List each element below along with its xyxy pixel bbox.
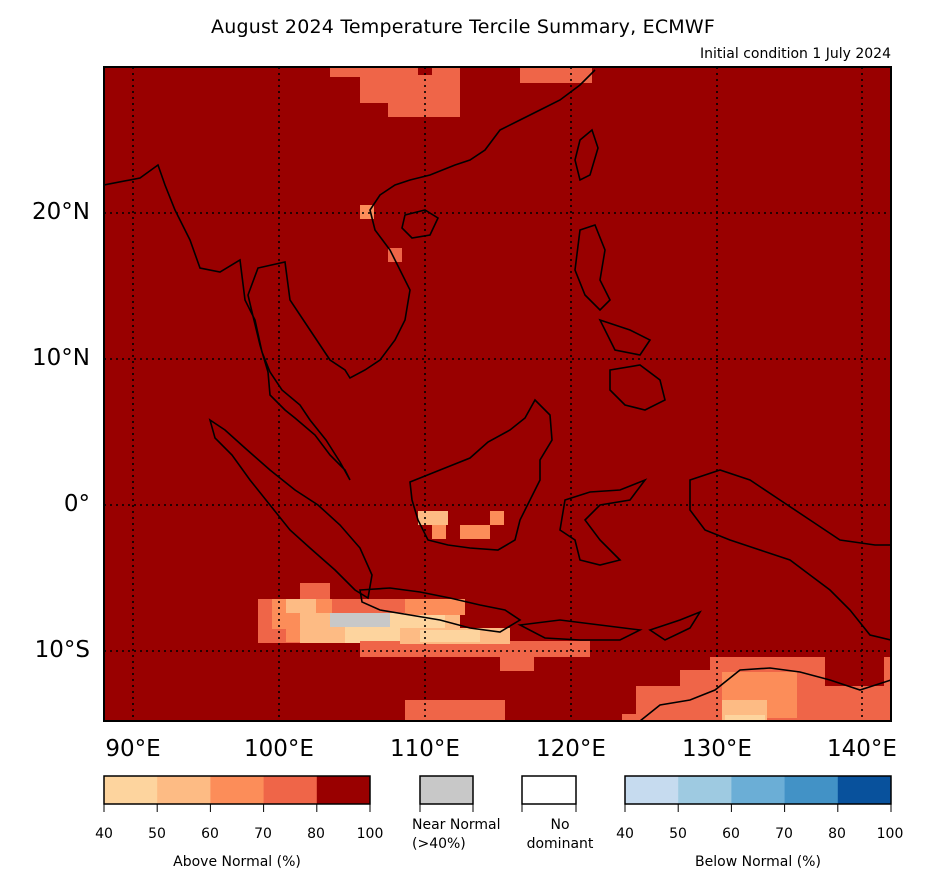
coastline-australia (639, 667, 891, 721)
no-dominant-label: No dominant (510, 816, 610, 854)
lat-label-0: 0° (63, 491, 90, 517)
below-swatch-1 (678, 776, 732, 804)
below-tick-40: 40 (616, 826, 634, 842)
lat-label-10s: 10°S (34, 637, 90, 663)
above-normal-label: Above Normal (%) (173, 854, 301, 870)
above-swatch-2 (210, 776, 265, 804)
below-swatch-3 (784, 776, 839, 804)
above-tick-40: 40 (95, 826, 113, 842)
map-background (104, 67, 891, 721)
cell-above-60 (500, 655, 534, 671)
coastline-sumatra (208, 418, 373, 600)
cell-above-70 (330, 67, 420, 77)
above-tick-80: 80 (307, 826, 325, 842)
coastline-hainan (401, 209, 440, 239)
below-tick-70: 70 (775, 826, 793, 842)
coastline-taiwan (574, 128, 599, 182)
above-swatch-0 (104, 776, 158, 804)
below-tick-100: 100 (876, 826, 904, 842)
above-swatch-1 (157, 776, 211, 804)
cell-above-70 (622, 714, 642, 721)
colorbar-above (104, 776, 371, 804)
coastline-borneo (409, 398, 553, 551)
coastline-lesser-sunda (517, 619, 643, 641)
near-normal-label: Near Normal (>40%) (412, 816, 501, 854)
map-subtitle: Initial condition 1 July 2024 (700, 46, 891, 62)
near-normal-label-line1: Near Normal (412, 817, 501, 833)
cell-above-60 (432, 525, 446, 539)
lon-label-120e: 120°E (536, 736, 606, 762)
above-tick-50: 50 (148, 826, 166, 842)
below-tick-50: 50 (669, 826, 687, 842)
colorbar-ticks (103, 804, 892, 812)
graticule (104, 67, 891, 721)
map-title: August 2024 Temperature Tercile Summary,… (211, 16, 715, 38)
cell-above-60 (360, 641, 590, 657)
colorbar-below-frame (624, 775, 892, 805)
coastline-java (359, 587, 522, 633)
lon-label-110e: 110°E (390, 736, 460, 762)
swatch-ticks (419, 804, 577, 812)
lon-label-90e: 90°E (105, 736, 161, 762)
above-swatch-4 (316, 776, 371, 804)
near-normal-swatch (419, 775, 474, 805)
map-frame (103, 66, 892, 722)
cell-above-60 (405, 599, 465, 615)
coastline-new-guinea (689, 469, 891, 641)
coastlines (104, 69, 891, 721)
above-tick-70: 70 (254, 826, 272, 842)
lat-label-20n: 20°N (32, 199, 90, 225)
cell-above-70 (884, 657, 891, 687)
cell-above-70 (418, 67, 432, 75)
coastline-timor (648, 610, 702, 641)
lat-label-10n: 10°N (32, 345, 90, 371)
lon-label-100e: 100°E (244, 736, 314, 762)
coastline-mindanao (609, 364, 666, 411)
coastline-luzon (574, 224, 611, 312)
cell-above-70 (360, 75, 390, 103)
below-swatch-2 (731, 776, 786, 804)
cell-above-60 (490, 511, 504, 525)
no-dominant-swatch (521, 775, 577, 805)
cell-above-50 (418, 511, 448, 525)
coastline-visayas (598, 318, 652, 356)
below-tick-60: 60 (722, 826, 740, 842)
cell-above-50 (286, 599, 316, 613)
near-normal-label-line2: (>40%) (412, 836, 466, 852)
cell-near-normal (330, 613, 390, 627)
coastline-sulawesi (559, 478, 648, 566)
lon-label-140e: 140°E (827, 736, 897, 762)
colorbar-below (625, 776, 892, 804)
cell-above-40 (725, 715, 765, 721)
below-tick-80: 80 (828, 826, 846, 842)
colorbar-above-frame (103, 775, 371, 805)
lon-label-130e: 130°E (682, 736, 752, 762)
above-tick-100: 100 (356, 826, 384, 842)
cell-above-70 (405, 700, 505, 721)
above-tick-60: 60 (201, 826, 219, 842)
cell-above-40 (420, 630, 480, 642)
cell-above-60 (460, 525, 490, 539)
cell-above-70 (300, 583, 330, 599)
coastline-mainland (104, 69, 596, 481)
below-swatch-0 (625, 776, 679, 804)
no-dominant-label-line2: dominant (526, 836, 594, 852)
cell-above-70 (520, 67, 592, 83)
above-swatch-3 (263, 776, 318, 804)
below-normal-label: Below Normal (%) (695, 854, 821, 870)
no-dominant-label-line1: No (550, 817, 570, 833)
below-swatch-4 (837, 776, 892, 804)
cell-above-60 (388, 67, 460, 117)
